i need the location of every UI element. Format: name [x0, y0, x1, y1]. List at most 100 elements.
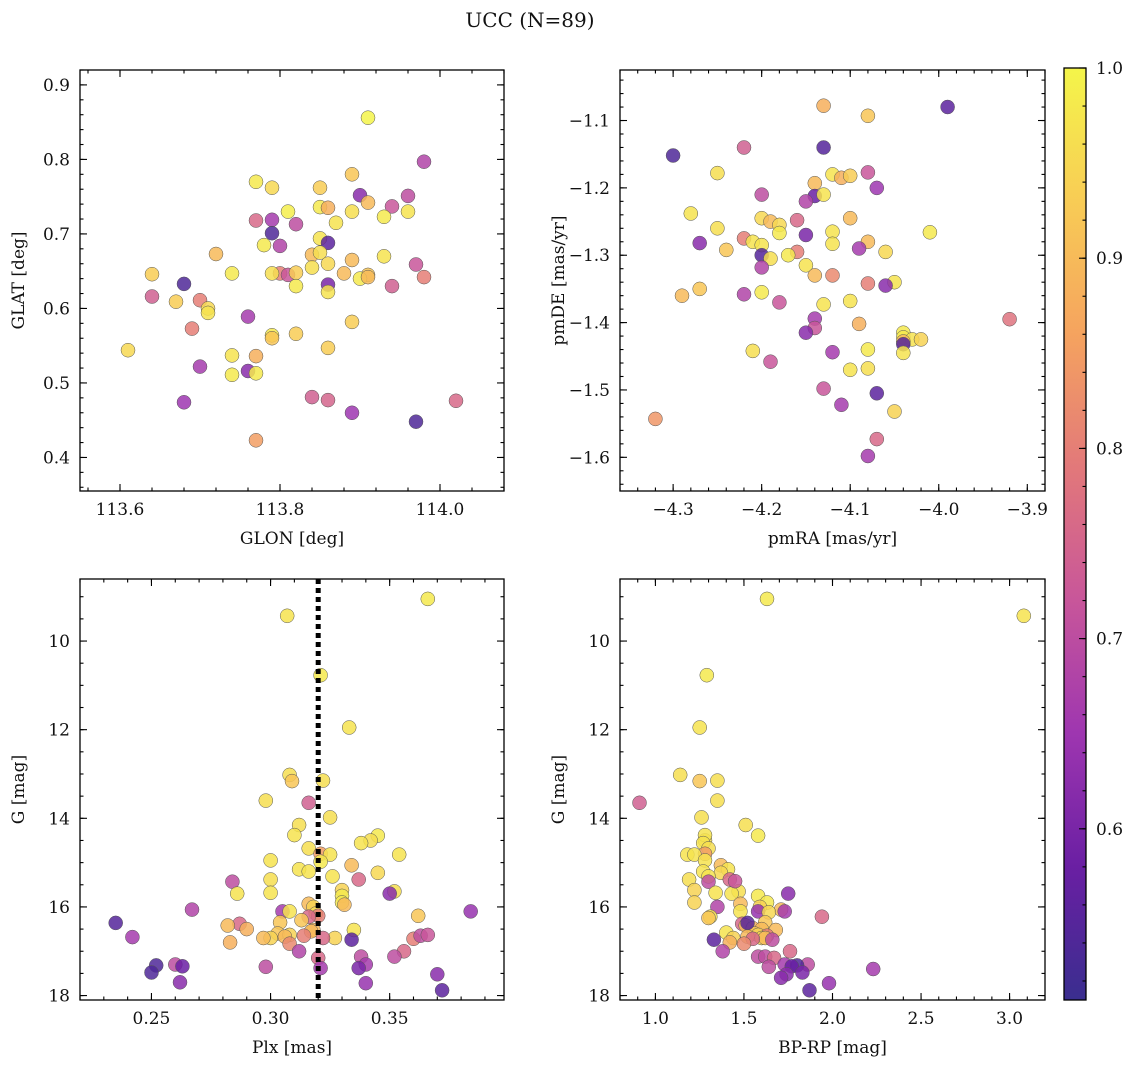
scatter-point — [358, 975, 374, 991]
scatter-point — [745, 343, 761, 359]
scatter-point — [294, 912, 309, 928]
scatter-point — [337, 897, 352, 912]
scatter-point — [288, 265, 304, 280]
x-tick-label: −4.2 — [741, 500, 782, 520]
scatter-point — [248, 433, 264, 448]
scatter-point — [687, 882, 702, 898]
scatter-point — [282, 904, 297, 919]
scatter-point — [887, 404, 902, 419]
scatter-point — [860, 361, 876, 376]
scatter-point — [816, 297, 831, 312]
axes-frame — [79, 578, 505, 1001]
scatter-point — [780, 247, 796, 263]
y-tick-label: 0.9 — [43, 76, 70, 96]
scatter-point — [701, 874, 716, 889]
x-axis-label: GLON [deg] — [240, 529, 344, 549]
y-tick-label: 0.5 — [43, 374, 70, 394]
scatter-point — [184, 321, 200, 336]
scatter-point — [263, 853, 278, 868]
scatter-point — [279, 608, 295, 624]
x-tick-label: 2.5 — [908, 1009, 935, 1029]
x-tick-label: 0.35 — [371, 1009, 409, 1029]
y-tick-label: −1.6 — [569, 448, 610, 468]
scatter-point — [648, 411, 663, 427]
colorbar-tick-label: 0.8 — [1096, 439, 1123, 459]
scatter-point — [280, 204, 296, 219]
y-tick-label: −1.4 — [569, 314, 610, 334]
scatter-point — [860, 108, 876, 124]
scatter-point — [272, 238, 288, 254]
scatter-point — [798, 194, 814, 209]
panel-glon-glat: 113.6 113.8 114.0 0.4 0.5 0.6 0.7 0.8 0.9 GLON [d… — [9, 69, 505, 549]
y-tick-label: 14 — [588, 809, 610, 829]
scatter-point — [860, 342, 876, 357]
scatter-point — [913, 332, 929, 347]
scatter-point — [816, 140, 831, 155]
scatter-point — [360, 269, 376, 285]
scatter-point — [430, 967, 445, 982]
scatter-point — [851, 316, 867, 332]
scatter-point — [773, 970, 789, 986]
scatter-point — [763, 354, 778, 369]
scatter-point — [710, 899, 725, 915]
x-tick-label: 3.0 — [996, 1009, 1023, 1029]
y-axis-label: G [mag] — [549, 755, 569, 824]
y-tick-label: 0.8 — [43, 150, 70, 170]
scatter-point — [264, 266, 280, 281]
scatter-point — [448, 393, 464, 409]
scatter-point — [869, 180, 885, 196]
scatter-point — [239, 921, 254, 937]
scatter-point — [258, 793, 274, 808]
panel-plx-g: 0.25 0.30 0.35 10 12 14 16 18 Plx [mas] G [mag] — [9, 578, 505, 1058]
scatter-point — [240, 309, 256, 324]
scatter-point — [814, 909, 830, 924]
scatter-point — [344, 405, 360, 421]
scatter-point — [351, 960, 366, 976]
scatter-point — [865, 961, 881, 977]
scatter-point — [825, 268, 840, 283]
scatter-point — [248, 174, 264, 190]
scatter-point — [765, 932, 780, 947]
scatter-point — [353, 835, 369, 851]
scatter-point — [772, 295, 787, 310]
scatter-point — [710, 165, 725, 181]
y-axis-label: pmDE [mas/yr] — [549, 215, 569, 345]
x-tick-label: −4.1 — [830, 500, 871, 520]
x-tick-label: 113.8 — [256, 500, 305, 520]
scatter-point — [320, 200, 336, 216]
scatter-point — [224, 266, 240, 281]
scatter-point — [754, 187, 769, 202]
scatter-point — [287, 827, 302, 843]
scatter-point — [258, 959, 274, 975]
scatter-point — [782, 944, 798, 959]
scatter-point — [288, 216, 304, 232]
y-tick-label: −1.3 — [569, 246, 610, 266]
scatter-point — [320, 284, 336, 300]
scatter-point — [264, 212, 280, 228]
scatter-point — [816, 381, 831, 396]
scatter-point — [842, 362, 858, 378]
scatter-point — [220, 918, 235, 933]
x-tick-label: −4.0 — [918, 500, 959, 520]
scatter-point — [420, 591, 436, 607]
scatter-points — [632, 591, 1032, 998]
scatter-point — [738, 817, 753, 833]
scatter-point — [860, 448, 876, 464]
y-tick-label: 10 — [588, 632, 610, 652]
scatter-point — [264, 330, 280, 346]
scatter-point — [807, 268, 823, 283]
scatter-point — [463, 904, 478, 919]
scatter-point — [701, 910, 716, 926]
panels: 113.6 113.8 114.0 0.4 0.5 0.6 0.7 0.8 0.9 GLON [d… — [9, 69, 1048, 1058]
x-axis-label: Plx [mas] — [252, 1038, 332, 1058]
scatter-point — [821, 975, 837, 991]
scatter-point — [291, 944, 307, 959]
scatter-point — [816, 98, 831, 113]
y-axis-label: G [mag] — [9, 755, 29, 824]
scatter-point — [807, 175, 823, 191]
scatter-point — [736, 936, 752, 951]
scatter-point — [710, 793, 725, 808]
scatter-point — [224, 348, 240, 363]
scatter-point — [328, 215, 344, 231]
scatter-point — [710, 221, 725, 236]
